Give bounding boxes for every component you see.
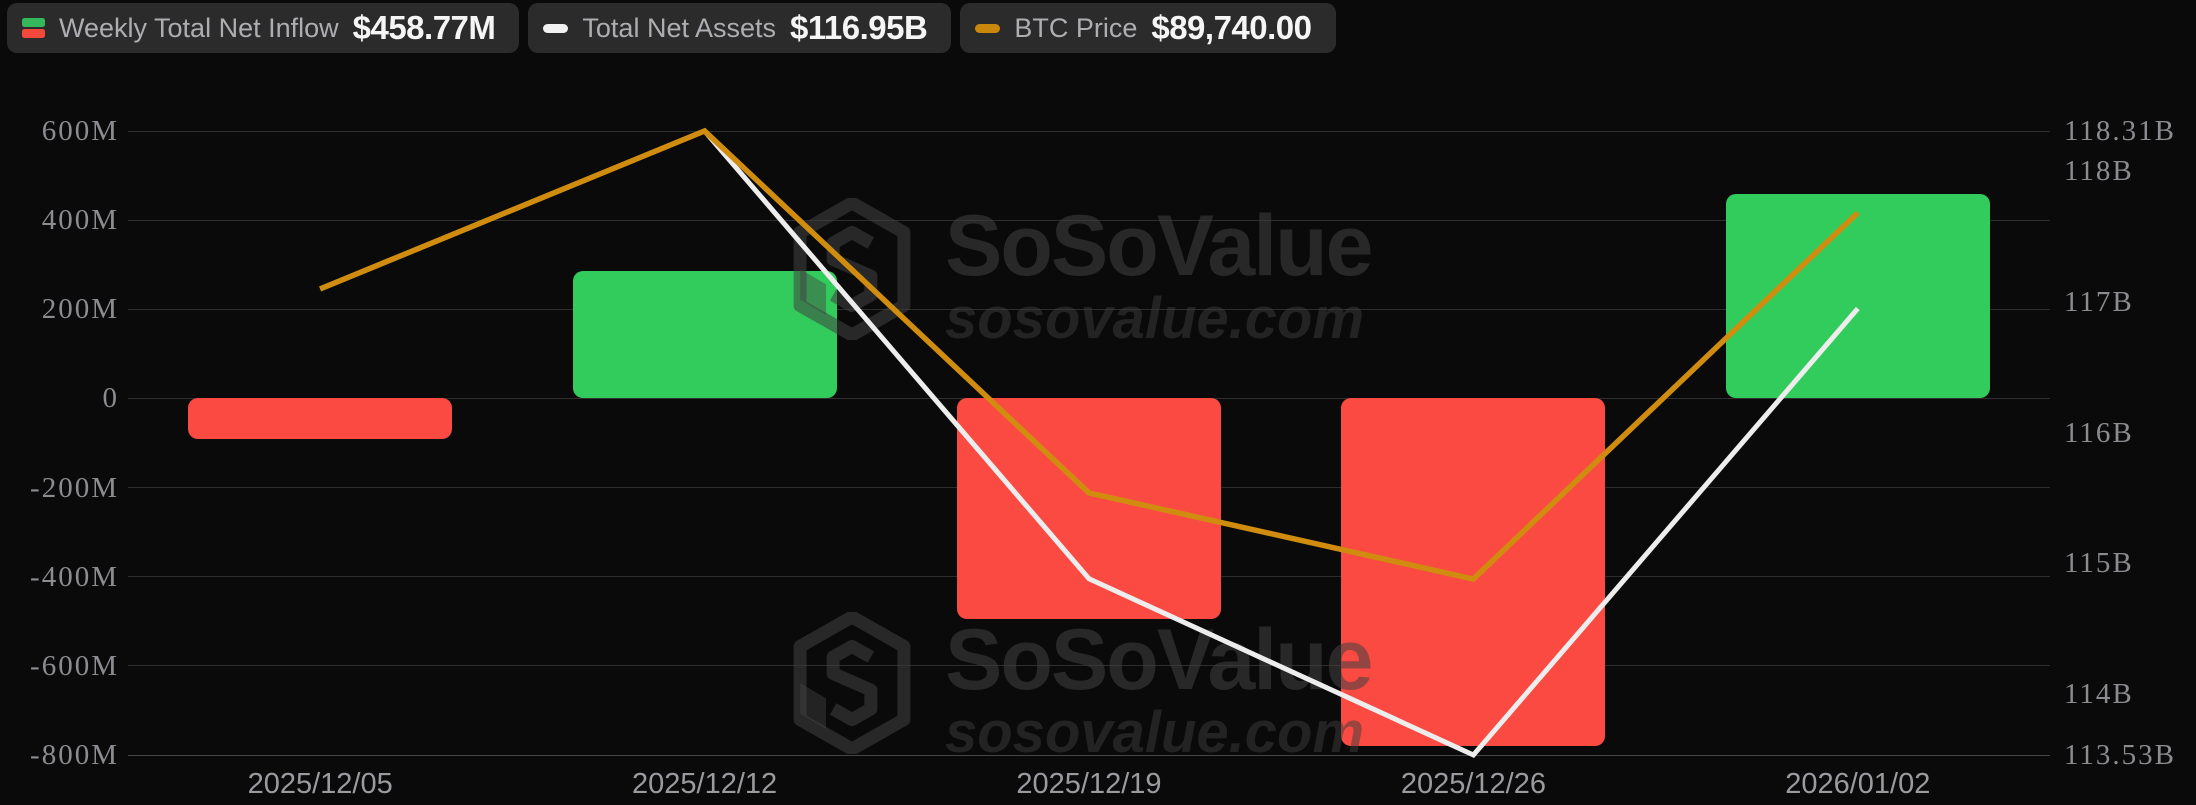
gridline [128,665,2050,667]
x-axis-label: 2025/12/19 [1016,768,1162,800]
y-axis-label-left: 200M [41,293,119,326]
y-axis-label-right: 116B [2064,416,2134,449]
white-dash-icon [543,23,569,33]
y-axis-label-right: 113.53B [2064,739,2177,771]
inflow-bar[interactable] [1725,193,1990,399]
gridline [128,308,2050,310]
gridline [128,754,2050,756]
watermark: SoSoValue sosovalue.com [793,612,1373,765]
legend-value: $458.77M [352,9,496,46]
inflow-bar[interactable] [188,398,453,439]
legend-label: BTC Price [1014,12,1138,43]
y-axis-label-left: 600M [41,115,119,147]
y-axis-label-left: -400M [30,560,119,593]
btc-price-line[interactable] [319,127,1860,583]
legend-value: $89,740.00 [1151,9,1312,46]
x-axis-label: 2025/12/12 [632,768,778,800]
legend-label: Weekly Total Net Inflow [59,12,339,43]
x-axis-label: 2025/12/05 [247,768,393,800]
y-axis-label-left: -600M [30,649,119,682]
legend-pill-weekly-net-inflow[interactable]: Weekly Total Net Inflow $458.77M [7,3,520,53]
inflow-bar[interactable] [1341,398,1606,747]
y-axis-label-left: 0 [102,382,119,415]
inflow-bar[interactable] [572,271,837,399]
legend-value: $116.95B [790,9,928,46]
stacked-green-red-bars-icon [22,18,45,38]
gridline [128,130,2050,132]
x-axis-label: 2025/12/26 [1400,768,1546,800]
x-axis-label: 2026/01/02 [1785,768,1931,800]
y-axis-label-right: 117B [2064,286,2134,318]
y-axis-label-left: 400M [41,204,119,237]
watermark-brand: SoSoValue [945,198,1373,294]
y-axis-label-right: 115B [2064,547,2134,580]
sosovalue-cube-icon [793,612,911,754]
y-axis-label-left: -800M [30,739,119,771]
y-axis-label-right: 114B [2064,677,2134,710]
watermark-domain: sosovalue.com [945,700,1365,765]
gold-dash-icon [975,23,1001,33]
legend-label: Total Net Assets [582,12,776,43]
watermark-brand: SoSoValue [945,612,1373,708]
inflow-bar[interactable] [957,398,1221,620]
y-axis-label-left: -200M [30,471,119,504]
gridline [128,219,2050,221]
y-axis-label-right: 118B [2064,155,2134,188]
legend: Weekly Total Net Inflow $458.77M Total N… [7,3,1336,53]
watermark-domain: sosovalue.com [945,286,1365,351]
legend-pill-total-net-assets[interactable]: Total Net Assets $116.95B [528,3,952,53]
legend-pill-btc-price[interactable]: BTC Price $89,740.00 [960,3,1336,53]
y-axis-label-right: 118.31B [2064,115,2177,147]
